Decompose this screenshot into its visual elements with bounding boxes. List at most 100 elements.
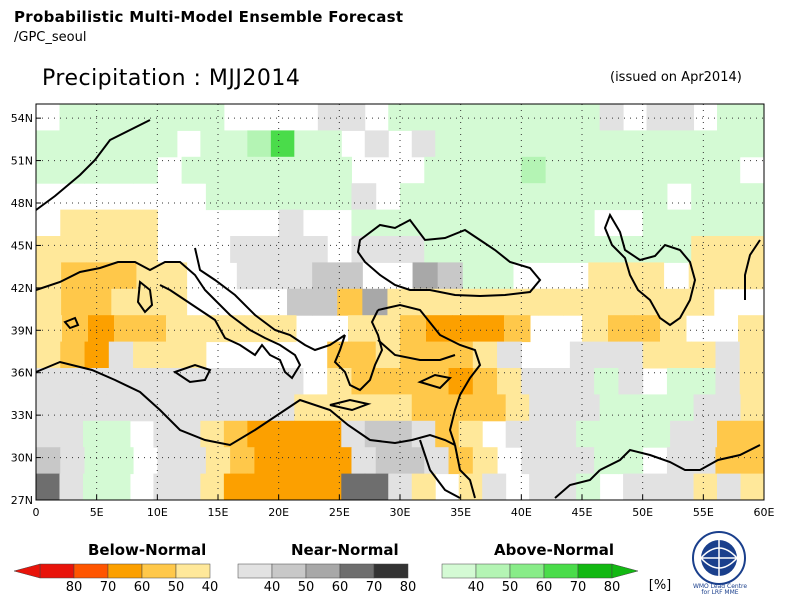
forecast-cell [666,209,692,237]
legend-below-label: 40 [201,580,219,595]
forecast-cell [618,341,644,369]
forecast-cell [660,315,687,343]
legend-above-label: 70 [569,580,587,595]
forecast-cell [594,236,619,263]
legend-above-label: 60 [535,580,553,595]
forecast-cell [278,236,304,263]
forecast-cell [487,262,514,290]
forecast-cell [61,288,87,316]
forecast-cell [576,420,601,448]
forecast-cell [740,420,765,448]
forecast-cell [497,236,522,263]
x-tick-label: 35E [450,506,471,519]
forecast-cell [82,420,107,448]
forecast-cell [552,104,577,131]
forecast-cell [278,183,304,211]
forecast-cell [294,394,319,422]
forecast-cell [254,447,280,475]
forecast-cell [375,209,401,237]
forecast-cell [388,473,413,501]
forecast-cell [136,288,163,316]
forecast-cell [341,473,366,501]
forecast-cell [411,130,436,158]
forecast-cell [312,288,338,316]
forecast-cell [111,262,137,290]
forecast-cell [497,156,522,184]
legend-below-title: Below-Normal [88,541,207,559]
forecast-cell [569,368,595,395]
forecast-cell [106,104,131,131]
legend-below-swatch [73,563,109,579]
forecast-cell [108,447,134,475]
forecast-cell [375,447,401,475]
forecast-cell [576,130,601,158]
forecast-cell [176,394,201,422]
forecast-cell [521,209,547,237]
legend-above-label: 50 [501,580,519,595]
forecast-cell [254,183,280,211]
legend-near-swatch [373,563,409,579]
forecast-cell [569,236,595,263]
forecast-cell [247,420,272,448]
forecast-cell [623,394,648,422]
forecast-cell [691,368,716,395]
forecast-cell [739,236,765,263]
forecast-cell [545,368,571,395]
x-tick-label: 45E [572,506,593,519]
forecast-cell [59,104,84,131]
forecast-cell [715,368,741,395]
x-tick-label: 55E [693,506,714,519]
forecast-cell [294,420,319,448]
forecast-cell [364,130,389,158]
forecast-cell [545,156,571,184]
forecast-cell [254,368,280,395]
forecast-cell [717,104,742,131]
forecast-cell [317,130,342,158]
forecast-cell [400,236,425,263]
forecast-cell [364,394,389,422]
legend-near-label: 50 [297,580,315,595]
forecast-cell [545,236,571,263]
forecast-cell [717,420,742,448]
y-tick-label: 54N [11,112,33,125]
forecast-cell [576,473,601,501]
forecast-cell [82,473,107,501]
forecast-cell [740,130,765,158]
x-tick-label: 5E [90,506,104,519]
forecast-cell [670,473,695,501]
forecast-cell [623,420,648,448]
forecast-cell [247,394,272,422]
forecast-cell [36,473,60,501]
forecast-cell [618,368,644,395]
legend-below-label: 80 [65,580,83,595]
forecast-cell [278,447,304,475]
forecast-cell [36,420,60,448]
forecast-cell [36,288,62,316]
forecast-cell [153,394,178,422]
forecast-cell [693,473,718,501]
forecast-cell [740,104,765,131]
forecast-cell [552,420,577,448]
wmo-logo [692,531,746,585]
forecast-cell [287,288,313,316]
forecast-cell [435,104,460,131]
forecast-cell [691,209,716,237]
forecast-cell [599,130,624,158]
forecast-cell [411,104,436,131]
forecast-cell [205,368,231,395]
forecast-cell [613,288,639,316]
legend-below-arrow [13,563,41,579]
forecast-cell [599,394,624,422]
forecast-cell [129,394,154,422]
forecast-cell [108,156,134,184]
forecast-cell [223,394,248,422]
forecast-cell [646,130,671,158]
forecast-cell [462,262,489,290]
forecast-cell [388,394,413,422]
forecast-cell [223,473,248,501]
forecast-cell [60,447,86,475]
forecast-cell [487,288,514,316]
forecast-cell [337,262,363,290]
x-tick-label: 40E [511,506,532,519]
forecast-cell [497,341,522,369]
